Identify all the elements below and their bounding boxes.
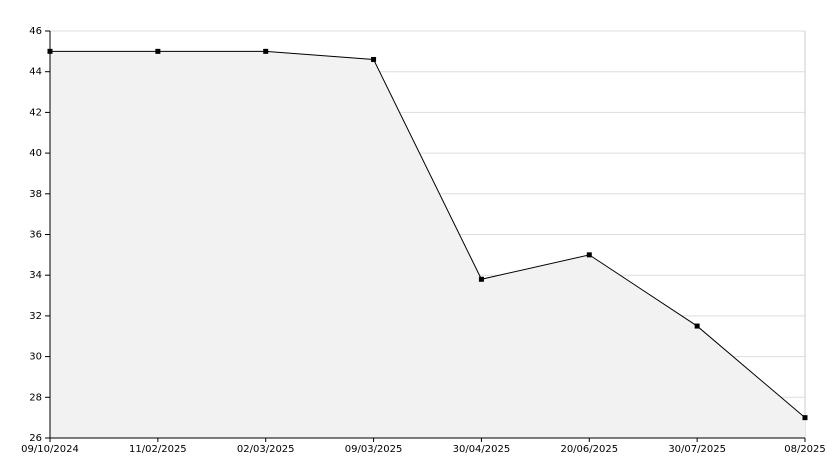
x-tick-label: 30/07/2025	[668, 444, 726, 455]
marker	[371, 56, 377, 62]
marker	[478, 276, 484, 282]
x-tick-label: 11/02/2025	[129, 444, 187, 455]
line	[50, 50, 806, 419]
y-tick-label: 46	[29, 26, 42, 37]
x-tick-label: 02/03/2025	[237, 444, 295, 455]
marker	[47, 48, 53, 54]
marker	[586, 252, 592, 258]
y-tick-label: 44	[29, 67, 42, 78]
x-tick-label: 30/04/2025	[453, 444, 511, 455]
x-tick-label: 09/03/2025	[345, 444, 403, 455]
y-tick-label: 34	[29, 270, 42, 281]
x-tick-label: 20/06/2025	[560, 444, 618, 455]
y-tick-label: 36	[29, 230, 42, 241]
area	[50, 51, 805, 438]
y-tick-label: 28	[29, 392, 42, 403]
marker	[263, 48, 269, 54]
y-tick-label: 32	[29, 311, 42, 322]
y-tick-label: 38	[29, 189, 42, 200]
y-tick-label: 26	[29, 433, 42, 444]
x-tick-label: 09/10/2024	[21, 444, 79, 455]
y-tick-label: 40	[29, 148, 42, 159]
marker	[155, 48, 161, 54]
marker	[694, 323, 700, 329]
y-tick-label: 42	[29, 107, 42, 118]
marker	[802, 415, 808, 421]
x-tick-label: 08/2025	[784, 444, 826, 455]
y-tick-label: 30	[29, 352, 42, 363]
